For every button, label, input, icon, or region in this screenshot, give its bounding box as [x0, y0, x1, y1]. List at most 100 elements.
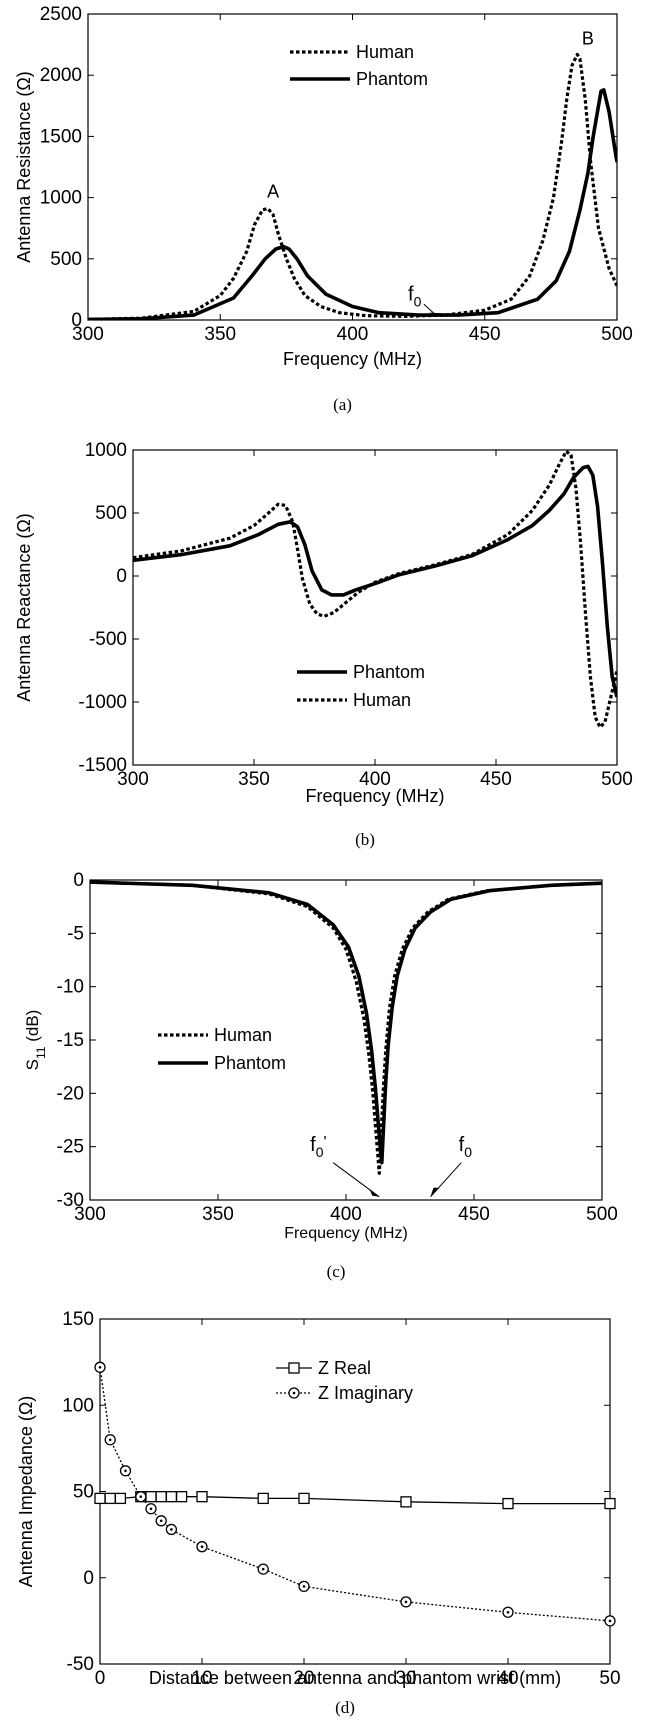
x-tick-label: 350: [202, 1204, 234, 1225]
annotation-f0-sub: 0: [464, 1144, 472, 1160]
annotation-f0-arrowhead: [429, 312, 443, 317]
y-axis-label: Antenna Resistance (Ω): [14, 71, 34, 263]
y-tick-label: 2000: [40, 65, 82, 86]
y-tick-label: 150: [62, 1309, 94, 1330]
x-axis-label: Distance between antenna and phantom wri…: [149, 1668, 561, 1688]
x-tick-label: 400: [337, 324, 369, 345]
series-line-human: [88, 52, 617, 320]
y-tick-label: 50: [73, 1482, 94, 1503]
legend-label: Phantom: [214, 1053, 286, 1073]
y-tick-label: 0: [71, 310, 82, 331]
x-tick-label: 450: [480, 769, 512, 790]
y-tick-label: -15: [57, 1030, 84, 1051]
y-tick-label: 100: [62, 1395, 94, 1416]
x-tick-label: 50: [599, 1668, 620, 1689]
data-point-square: [298, 1492, 310, 1505]
series-line-phantom: [90, 880, 602, 1165]
series-group: [90, 880, 602, 1175]
y-tick-label: -1000: [78, 692, 127, 713]
data-point-circle-dot: [139, 1495, 143, 1498]
series-group: [88, 52, 617, 320]
series-line-human: [90, 880, 602, 1175]
annotation-a: A: [267, 182, 279, 202]
x-tick-label: 450: [469, 324, 501, 345]
legend-label: Z Real: [318, 1358, 371, 1378]
x-tick-label: 300: [74, 1204, 106, 1225]
legend-marker-square: [288, 1362, 300, 1374]
annotation-f0-main: f: [459, 1134, 465, 1156]
data-point-circle-dot: [149, 1507, 153, 1511]
data-point-circle-dot: [200, 1545, 204, 1548]
data-point-circle-dot: [506, 1610, 510, 1614]
data-point-square: [165, 1491, 178, 1503]
annotation-f0: f0: [459, 1134, 473, 1160]
annotation-f0-main: f: [408, 283, 414, 305]
data-point-square: [604, 1497, 616, 1510]
y-tick-label: -25: [57, 1137, 84, 1158]
y-tick-label: 500: [95, 503, 127, 524]
data-point-square: [196, 1491, 208, 1503]
y-tick-label: 1000: [85, 440, 127, 461]
y-axis-label: S11 (dB): [23, 1010, 48, 1071]
x-tick-label: 500: [601, 769, 633, 790]
y-tick-label: -1500: [78, 755, 127, 776]
data-point-square: [155, 1491, 167, 1503]
y-tick-label: 1500: [40, 126, 82, 147]
x-tick-label: 10: [191, 1668, 212, 1689]
y-tick-label: 500: [50, 249, 82, 270]
y-tick-label: -10: [57, 977, 84, 998]
y-tick-label: 0: [116, 566, 127, 587]
data-point-circle-dot: [159, 1519, 163, 1523]
x-tick-label: 500: [601, 324, 633, 345]
y-tick-label: 0: [73, 870, 84, 891]
x-axis-label: Frequency (MHz): [305, 786, 444, 806]
x-tick-label: 450: [458, 1204, 490, 1225]
annotation-f0: f0: [408, 283, 422, 309]
figure-caption: (c): [327, 1262, 346, 1281]
data-point-square: [94, 1492, 106, 1505]
data-point-circle-dot: [108, 1438, 112, 1442]
data-point-square: [502, 1497, 514, 1510]
y-tick-label: -50: [67, 1654, 94, 1675]
y-axis-label-unit: (dB): [23, 1010, 42, 1047]
x-tick-label: 0: [95, 1668, 106, 1689]
data-point-circle-dot: [261, 1567, 265, 1571]
chart-1: 300 350 400 450 500 -1500 -1000 -500 0 500 1000 Fre…: [14, 440, 633, 849]
data-point-square: [114, 1492, 127, 1505]
annotation-b: B: [582, 29, 594, 49]
annotation-f0-prime-main: f: [310, 1134, 316, 1156]
series-group: [133, 450, 617, 729]
y-axis-label-s: S: [23, 1059, 42, 1070]
y-tick-label: 2500: [40, 4, 82, 25]
legend-marker-circle-dot: [292, 1391, 296, 1395]
chart-2: 300 350 400 450 500 -30 -25 -20 -15 -10 -5 0 Frequen…: [23, 870, 618, 1281]
data-point-square: [145, 1491, 157, 1503]
plot-frame: [132, 449, 618, 766]
legend-label: Human: [214, 1025, 272, 1045]
annotation-f0-prime-arrowhead: [369, 1188, 380, 1197]
data-point-circle-dot: [302, 1585, 306, 1588]
x-axis-label: Frequency (MHz): [284, 1225, 408, 1242]
data-point-square: [104, 1492, 116, 1505]
chart-0: 300 350 400 450 500 0 500 1000 1500 2000 2500 Frequ…: [14, 4, 633, 414]
data-point-circle-dot: [404, 1600, 408, 1604]
data-point-square: [175, 1491, 188, 1503]
data-point-square: [257, 1492, 269, 1505]
y-axis-label-sub: 11: [34, 1046, 48, 1059]
figure-caption: (a): [333, 395, 352, 414]
annotation-f0-prime-mark: ': [324, 1134, 327, 1151]
data-point-circle-dot: [170, 1528, 173, 1531]
annotation-f0-arrowhead: [430, 1187, 440, 1197]
figure-caption: (b): [355, 830, 375, 849]
x-axis-label: Frequency (MHz): [283, 349, 422, 369]
plot-frame: [89, 879, 603, 1201]
y-axis-label: Antenna Impedance (Ω): [16, 1396, 36, 1588]
data-point-circle-dot: [98, 1366, 102, 1369]
x-tick-label: 20: [293, 1668, 314, 1689]
legend-label: Phantom: [356, 69, 428, 89]
y-axis-label: Antenna Reactance (Ω): [14, 513, 34, 702]
annotation-f0-sub: 0: [414, 293, 422, 309]
x-tick-label: 30: [395, 1668, 416, 1689]
series-line-human: [133, 450, 617, 729]
x-tick-label: 350: [204, 324, 236, 345]
